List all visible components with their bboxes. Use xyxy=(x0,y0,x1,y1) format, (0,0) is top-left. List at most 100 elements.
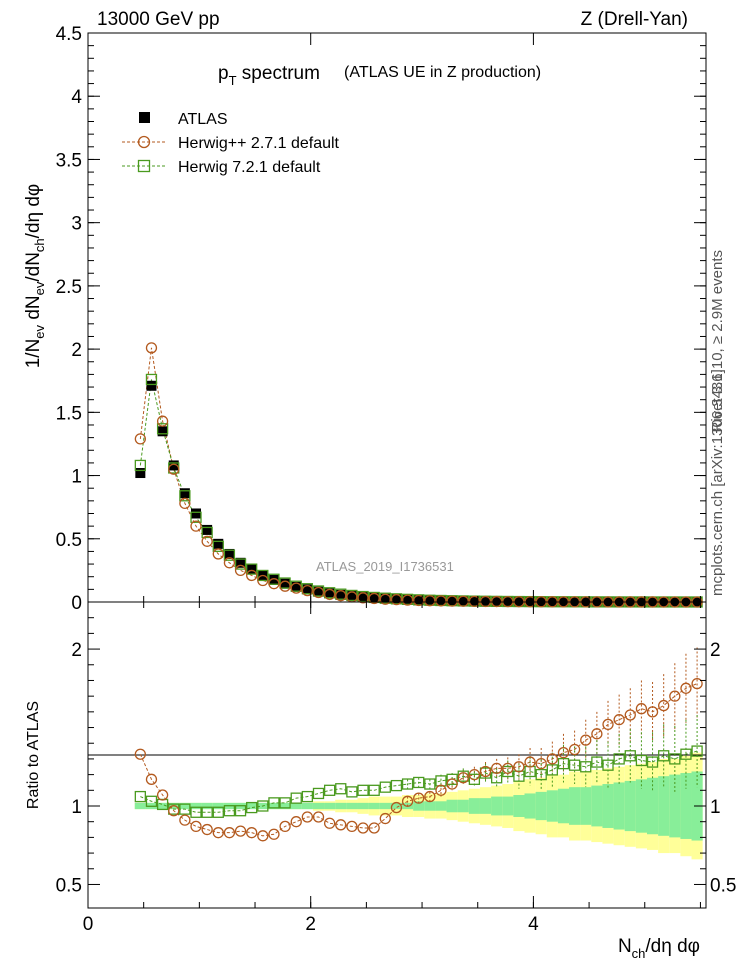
ratio-herwigpp-point xyxy=(246,827,258,839)
ratio-herwig7-point xyxy=(346,786,358,798)
ratio-herwig7-point xyxy=(379,781,391,793)
ratio-herwig7-point xyxy=(557,757,570,770)
atlas-point xyxy=(291,581,302,592)
legend-atlas-marker xyxy=(139,112,150,123)
ratio-ytick-label-right: 1 xyxy=(710,797,721,818)
ratio-herwig7-point xyxy=(424,778,436,790)
ratio-herwig7-point xyxy=(290,792,302,804)
ratio-herwigpp-point xyxy=(413,792,425,804)
ratio-herwig7-point xyxy=(624,750,636,762)
ratio-ytick-label: 0.5 xyxy=(56,875,82,896)
herwigpp-point xyxy=(401,594,414,606)
legend-atlas-label: ATLAS xyxy=(178,111,228,128)
ratio-herwigpp-point xyxy=(156,789,169,801)
herwigpp-point xyxy=(424,595,436,607)
ratio-panel: 0.5 0.5 1 1 2 2 0 2 4 Ratio to ATLAS Nch/dη dφ xyxy=(25,601,736,961)
herwigpp-point xyxy=(212,548,224,560)
ratio-band-green xyxy=(680,773,692,839)
herwig7-point xyxy=(201,526,213,539)
ratio-herwigpp-point xyxy=(502,762,514,774)
atlas-point xyxy=(268,574,279,585)
ratio-herwig7-point xyxy=(468,773,481,785)
ratio-herwigpp-point xyxy=(658,699,670,712)
legend-herwigpp-label: Herwig++ 2.7.1 default xyxy=(178,135,340,152)
ratio-herwigpp-point xyxy=(613,714,625,726)
ratio-herwigpp-point xyxy=(312,811,325,823)
ratio-herwigpp-point xyxy=(557,746,570,759)
ratio-herwig7-point xyxy=(212,806,224,818)
herwigpp-point xyxy=(368,592,380,605)
ratio-herwig7-point xyxy=(279,797,291,809)
herwig7-point xyxy=(223,549,236,561)
ratio-herwigpp-point xyxy=(646,706,659,718)
atlas-point xyxy=(469,596,480,607)
ratio-herwig7-point xyxy=(312,787,325,800)
mcplots-label: mcplots.cern.ch [arXiv:1306.3436] xyxy=(709,369,726,596)
ratio-band-green xyxy=(157,802,169,810)
ratio-herwig7-point xyxy=(257,800,269,812)
ratio-herwig7-point xyxy=(580,761,592,773)
ratio-ytick-label: 1 xyxy=(71,797,82,818)
main-ytick-label: 1 xyxy=(71,467,82,488)
herwig7-point xyxy=(268,573,280,585)
ratio-herwigpp-point xyxy=(401,795,414,807)
main-ytick-label: 4 xyxy=(71,87,82,108)
main-title: pT spectrum xyxy=(218,63,320,88)
ratio-herwigpp-point xyxy=(602,718,614,731)
atlas-point xyxy=(213,538,224,549)
ratio-herwigpp-point xyxy=(635,703,648,715)
herwigpp-point xyxy=(323,588,336,601)
ratio-herwigpp-point xyxy=(212,827,224,839)
ratio-bands xyxy=(134,752,703,860)
herwigpp-point xyxy=(390,593,403,606)
atlas-point xyxy=(168,460,179,471)
ratio-herwigpp-point xyxy=(435,784,447,796)
ratio-herwigpp-point xyxy=(201,823,213,836)
ratio-band-green xyxy=(624,780,636,832)
ratio-herwigpp-point xyxy=(279,820,291,833)
ratio-herwigpp-point xyxy=(669,690,681,702)
legend: ATLAS Herwig++ 2.7.1 default Herwig 7.2.… xyxy=(122,111,340,176)
ratio-herwigpp-point xyxy=(357,822,369,834)
herwig7-point xyxy=(212,540,224,553)
ratio-herwigpp-point xyxy=(446,778,458,790)
ratio-herwig7-point xyxy=(368,784,380,796)
atlas-point xyxy=(413,594,424,605)
ratio-herwig7-point xyxy=(669,753,681,765)
main-title-note: (ATLAS UE in Z production) xyxy=(344,64,541,81)
atlas-point xyxy=(458,595,469,606)
herwigpp-point xyxy=(379,593,391,605)
ratio-herwigpp-point xyxy=(379,812,391,825)
main-ytick-label: 3.5 xyxy=(56,150,82,171)
ratio-xtick-label: 4 xyxy=(528,914,539,935)
herwigpp-point xyxy=(479,595,492,608)
ratio-band-green xyxy=(335,802,347,810)
atlas-point xyxy=(135,468,146,479)
ratio-herwig7-point xyxy=(201,806,213,818)
ratio-band-green xyxy=(268,802,280,810)
ratio-herwigpp-point xyxy=(134,748,146,760)
ratio-herwig7-point xyxy=(535,768,547,781)
ratio-herwigpp-point xyxy=(491,762,503,774)
ratio-herwig7-point xyxy=(446,773,458,785)
ratio-band-green xyxy=(591,785,603,827)
atlas-point xyxy=(491,596,502,607)
herwig7-point xyxy=(145,373,158,386)
atlas-point xyxy=(480,596,491,607)
atlas-point xyxy=(191,508,202,519)
main-y-ticks: 0 0.5 1 1.5 2 2.5 3 3.5 4 4.5 xyxy=(56,24,706,614)
ratio-herwigpp-point xyxy=(145,773,158,785)
ratio-xtick-label: 2 xyxy=(305,914,316,935)
ratio-herwig7-point xyxy=(613,753,625,765)
ratio-band-green xyxy=(279,802,291,810)
ratio-band-green xyxy=(379,802,391,810)
herwig7-point xyxy=(179,490,191,502)
ratio-herwig7-point xyxy=(390,779,403,792)
ratio-band-green xyxy=(457,799,469,813)
herwigpp-point xyxy=(335,590,347,602)
ratio-band-green xyxy=(535,791,547,821)
ratio-herwigpp-point xyxy=(179,814,191,826)
ratio-herwig7-point xyxy=(234,805,247,817)
ratio-band-green xyxy=(179,802,191,810)
